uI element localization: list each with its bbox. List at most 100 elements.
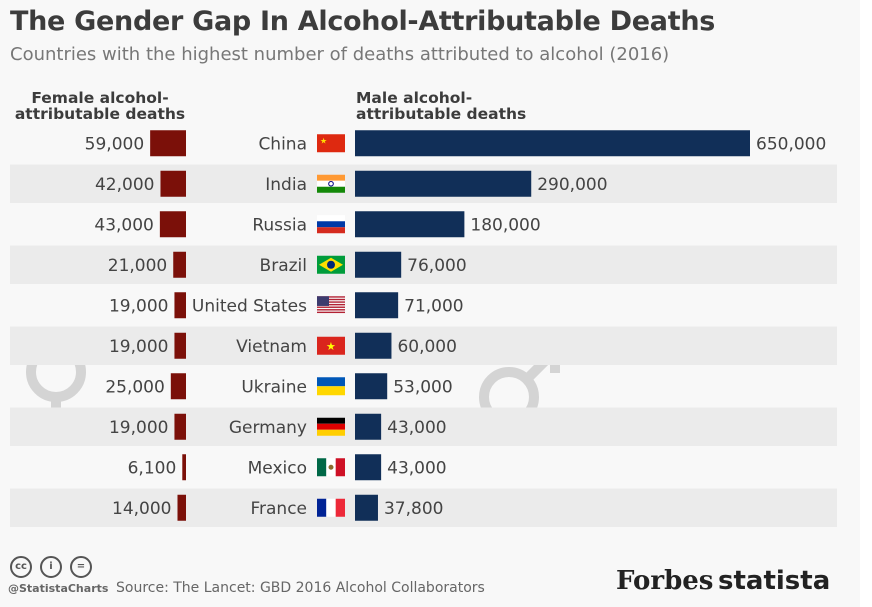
flag-stripe	[317, 309, 345, 311]
table-row: 21,000 76,000 Brazil	[10, 245, 837, 284]
female-value-label: 6,100	[128, 458, 177, 478]
flag-russia-icon	[317, 215, 345, 234]
table-row: 43,000 180,000 Russia	[94, 211, 541, 238]
flag-stripe	[317, 221, 345, 228]
row-stripe	[10, 407, 837, 446]
flag-stripe	[317, 311, 345, 314]
table-row: 42,000 290,000 India	[10, 164, 837, 203]
country-label: France	[250, 499, 307, 519]
male-value-label: 43,000	[387, 458, 446, 478]
male-header-line2: attributable deaths	[356, 105, 527, 123]
flag-emblem	[328, 464, 334, 470]
male-bar	[355, 170, 532, 197]
country-label: Brazil	[260, 256, 307, 276]
male-value-label: 71,000	[404, 296, 463, 316]
flag-india-icon	[317, 174, 345, 193]
female-value-label: 42,000	[95, 175, 154, 195]
male-bar	[355, 454, 382, 481]
flag-stripe	[317, 227, 345, 234]
flag-stripe	[317, 303, 345, 306]
female-bar	[182, 454, 186, 481]
flag-stripe	[317, 306, 345, 308]
table-row: 19,000 43,000 Germany	[10, 407, 837, 446]
statista-handle: @StatistaCharts	[8, 582, 109, 595]
flag-stripe	[335, 458, 345, 477]
male-value-label: 37,800	[384, 499, 443, 519]
country-label: Mexico	[248, 458, 307, 478]
row-stripe	[10, 326, 837, 365]
male-bar	[355, 494, 378, 521]
female-bar	[173, 251, 186, 278]
flag-stripe	[317, 180, 345, 187]
table-row: 14,000 37,800 France	[10, 488, 837, 527]
flag-stripe	[317, 423, 345, 430]
male-value-label: 180,000	[470, 215, 540, 235]
female-value-label: 21,000	[108, 256, 167, 276]
male-value-label: 650,000	[756, 134, 826, 154]
male-bar	[355, 292, 399, 319]
table-row: 25,000 53,000 Ukraine	[105, 373, 453, 400]
flag-france-icon	[317, 498, 345, 517]
country-label: Germany	[229, 418, 307, 438]
chart-subtitle: Countries with the highest number of dea…	[10, 44, 670, 65]
row-stripe	[10, 488, 837, 527]
female-bar	[174, 292, 186, 319]
country-label: China	[258, 134, 307, 154]
male-bar	[355, 130, 750, 157]
flag-stripe	[317, 417, 345, 424]
flag-stripe	[317, 301, 345, 303]
male-header: Male alcohol- attributable deaths	[356, 90, 526, 122]
male-value-label: 290,000	[537, 175, 607, 195]
flag-stripe	[317, 215, 345, 222]
chart-title: The Gender Gap In Alcohol-Attributable D…	[10, 6, 716, 37]
male-value-label: 76,000	[407, 256, 466, 276]
flag-stripe	[317, 498, 327, 517]
male-header-line1: Male alcohol-	[356, 89, 473, 107]
flag-star: ★	[326, 340, 336, 353]
source-text: Source: The Lancet: GBD 2016 Alcohol Col…	[116, 580, 485, 596]
flag-stripe	[335, 498, 345, 517]
male-value-label: 43,000	[387, 418, 446, 438]
female-value-label: 19,000	[109, 296, 168, 316]
flag-field	[317, 134, 345, 153]
country-label: India	[265, 175, 307, 195]
flag-wheel	[328, 180, 334, 187]
female-value-label: 14,000	[112, 499, 171, 519]
female-value-label: 59,000	[85, 134, 144, 154]
table-row: 6,100 43,000 Mexico	[128, 454, 447, 481]
flag-ukraine-icon	[317, 377, 345, 396]
butterfly-chart: 59,000 650,000 China ★ 42,000 290,000 India 43,…	[10, 130, 837, 527]
male-bar	[355, 413, 382, 440]
flag-china-icon: ★	[317, 134, 345, 153]
row-stripe	[10, 245, 837, 284]
female-bar	[159, 211, 186, 238]
flag-stripe	[317, 377, 345, 387]
flag-globe	[327, 260, 335, 269]
flag-stripe	[317, 458, 327, 477]
cc-icon: cc	[10, 556, 32, 578]
male-bar	[355, 373, 388, 400]
female-value-label: 19,000	[109, 337, 168, 357]
table-row: 19,000 71,000 United States	[109, 292, 464, 319]
flag-star: ★	[320, 136, 327, 145]
country-label: Vietnam	[236, 337, 307, 357]
flag-field	[317, 336, 345, 355]
flag-brazil-icon	[317, 255, 345, 274]
female-bar	[174, 413, 186, 440]
male-value-label: 60,000	[397, 337, 456, 357]
female-bar	[174, 332, 186, 359]
female-value-label: 25,000	[105, 377, 164, 397]
table-row: 19,000 60,000 Vietnam ★	[10, 326, 837, 365]
country-label: Ukraine	[241, 377, 307, 397]
flag-canton	[317, 296, 329, 306]
forbes-logo: Forbes	[616, 566, 714, 596]
female-header: Female alcohol- attributable deaths	[14, 90, 186, 122]
no-derivatives-icon: =	[70, 556, 92, 578]
female-bar	[177, 494, 186, 521]
female-header-line1: Female alcohol-	[31, 89, 169, 107]
flag-stripe	[317, 174, 345, 181]
flag-stripe	[326, 498, 336, 517]
female-header-line2: attributable deaths	[14, 105, 186, 123]
flag-stripe	[317, 296, 345, 298]
